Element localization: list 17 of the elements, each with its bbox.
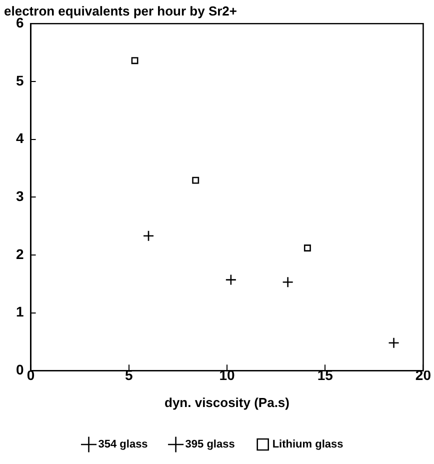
x-axis-title: dyn. viscosity (Pa.s): [164, 394, 290, 410]
y-tick-label: 2: [16, 246, 24, 262]
y-tick-label: 3: [16, 188, 24, 204]
y-tick-label: 1: [16, 304, 24, 320]
y-tick-label: 4: [16, 130, 24, 146]
legend-label: 354 glass: [98, 438, 148, 451]
point: [192, 176, 200, 184]
point: [225, 274, 237, 286]
point: [131, 57, 138, 64]
point: [304, 244, 311, 252]
point: [142, 230, 154, 242]
legend-label: Lithium glass: [272, 438, 344, 451]
y-tick-label: 5: [16, 72, 24, 88]
point: [388, 337, 400, 348]
legend-label: 395 glass: [185, 438, 235, 451]
chart-title: electron equivalents per hour by Sr2+: [4, 3, 238, 18]
point: [282, 276, 294, 288]
